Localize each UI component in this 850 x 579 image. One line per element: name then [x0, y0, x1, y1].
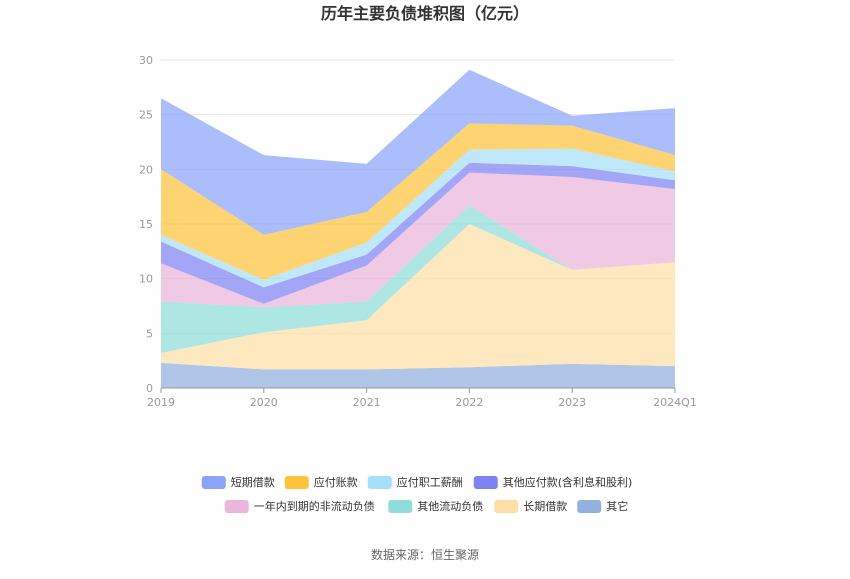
legend-label: 其他应付款(含利息和股利): [503, 475, 633, 489]
y-tick-label: 0: [146, 382, 153, 395]
y-tick-label: 5: [146, 327, 153, 340]
legend-item-1[interactable]: 短期借款: [201, 475, 275, 489]
area-series-4: [161, 162, 675, 304]
x-tick-label: 2020: [250, 396, 278, 409]
source-note: 数据来源：恒生聚源: [371, 547, 479, 562]
area-series-2: [161, 123, 675, 280]
legend-swatch: [224, 500, 249, 513]
x-tick-label: 2022: [455, 396, 483, 409]
y-tick-label: 25: [139, 109, 153, 122]
legend-swatch: [388, 500, 413, 513]
legend-label: 短期借款: [231, 475, 275, 489]
area-series-8: [161, 362, 675, 388]
legend-label: 其它: [606, 499, 628, 513]
area-series-5: [161, 172, 675, 308]
legend-label: 一年内到期的非流动负债: [254, 499, 375, 513]
area-series-3: [161, 148, 675, 288]
legend-item-2[interactable]: 应付账款: [284, 475, 358, 489]
legend-item-3[interactable]: 应付职工薪酬: [367, 475, 463, 489]
legend-label: 应付账款: [314, 475, 358, 489]
y-tick-label: 10: [139, 273, 153, 286]
legend-swatch: [473, 476, 498, 489]
x-tick-label: 2024Q1: [653, 396, 697, 409]
legend-swatch: [577, 500, 602, 513]
legend-swatch: [201, 476, 226, 489]
x-tick-label: 2019: [147, 396, 175, 409]
area-series-7: [161, 224, 675, 370]
legend-label: 长期借款: [523, 499, 567, 513]
legend-item-5[interactable]: 一年内到期的非流动负债: [224, 499, 375, 513]
legend-swatch: [284, 476, 309, 489]
legend-item-8[interactable]: 其它: [577, 499, 628, 513]
legend-item-4[interactable]: 其他应付款(含利息和股利): [473, 475, 633, 489]
y-tick-label: 20: [139, 163, 153, 176]
legend[interactable]: 短期借款 应付账款 应付职工薪酬 其他应付款(含利息和股利) 一年内到期的非流动负债 其他…: [201, 475, 633, 513]
area-series-group: [161, 69, 675, 388]
y-tick-label: 30: [139, 54, 153, 67]
legend-item-6[interactable]: 其他流动负债: [388, 499, 483, 513]
legend-label: 其他流动负债: [417, 499, 483, 513]
chart-title: 历年主要负债堆积图（亿元）: [321, 4, 529, 23]
legend-swatch: [494, 500, 519, 513]
axes: 0 5 10 15 20 25 30 2019 2020 2021 2022 2023 2024Q1: [139, 54, 697, 409]
legend-item-7[interactable]: 长期借款: [494, 499, 567, 513]
area-series-6: [161, 205, 675, 353]
y-tick-label: 15: [139, 218, 153, 231]
legend-swatch: [367, 476, 392, 489]
x-tick-label: 2023: [558, 396, 586, 409]
x-tick-label: 2021: [353, 396, 381, 409]
legend-label: 应付职工薪酬: [397, 475, 463, 489]
area-series-1: [161, 69, 675, 235]
